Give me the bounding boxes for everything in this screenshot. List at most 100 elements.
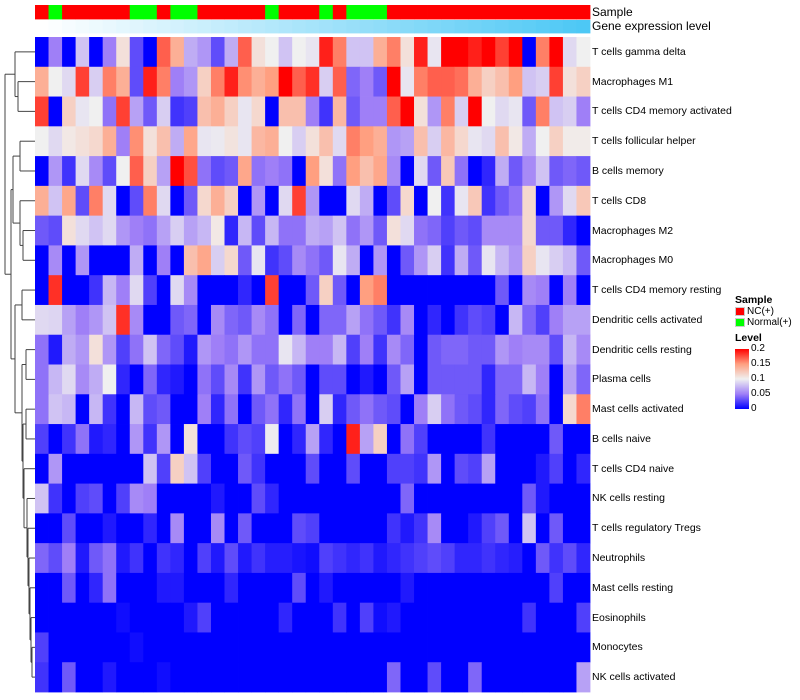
heatmap-cell <box>48 453 63 484</box>
heatmap-cell <box>319 215 334 246</box>
heatmap-cell <box>278 453 293 484</box>
heatmap-cell <box>75 304 90 336</box>
sample-annotation-cell <box>129 5 144 20</box>
heatmap-cell <box>386 215 401 246</box>
heatmap-cell <box>400 215 415 246</box>
heatmap-cell <box>576 394 591 425</box>
heatmap-cell <box>305 394 320 425</box>
heatmap-cell <box>265 156 280 187</box>
heatmap-cell <box>468 483 483 514</box>
heatmap-cell <box>481 185 496 217</box>
row-label: Dendritic cells resting <box>592 343 692 356</box>
heatmap-cell <box>535 126 550 157</box>
heatmap-cell <box>75 662 90 693</box>
heatmap-cell <box>89 66 104 97</box>
heatmap-cell <box>251 245 266 276</box>
sample-annotation-label: Sample <box>592 5 633 19</box>
heatmap-cell <box>48 364 63 395</box>
gene-expression-annotation-cell <box>62 20 77 34</box>
heatmap-cell <box>319 453 334 484</box>
legend-item-normal: Normal(+) <box>735 317 792 328</box>
heatmap-cell <box>414 453 428 484</box>
heatmap-cell <box>62 37 77 68</box>
heatmap-cell <box>373 215 388 246</box>
heatmap-cell <box>156 334 171 365</box>
gene-expression-annotation-cell <box>454 20 469 34</box>
heatmap-cell <box>278 424 293 455</box>
heatmap-cell <box>89 453 104 484</box>
heatmap-cell <box>535 662 550 693</box>
row-label: Mast cells activated <box>592 403 684 416</box>
heatmap-cell <box>170 66 185 97</box>
gene-expression-annotation-cell <box>197 20 212 34</box>
heatmap-cell <box>305 572 320 604</box>
heatmap-cell <box>576 37 591 68</box>
heatmap-cell <box>576 215 591 246</box>
sample-annotation-cell <box>251 5 266 20</box>
heatmap-cell <box>224 662 239 693</box>
heatmap-cell <box>48 632 63 663</box>
heatmap-cell <box>332 632 347 663</box>
heatmap-cell <box>495 424 510 455</box>
heatmap-cell <box>495 602 510 633</box>
heatmap-cell <box>197 245 212 276</box>
heatmap-cell <box>170 632 185 663</box>
heatmap-cell <box>359 37 374 68</box>
heatmap-cell <box>197 96 212 127</box>
heatmap-cell <box>535 424 550 455</box>
heatmap-cell <box>427 572 442 604</box>
heatmap-cell <box>359 543 374 574</box>
heatmap-cell <box>89 364 104 395</box>
heatmap-cell <box>129 245 144 276</box>
heatmap-cell <box>224 602 239 633</box>
heatmap-cell <box>549 572 564 604</box>
heatmap-cell <box>346 394 361 425</box>
heatmap-cell <box>522 275 537 306</box>
heatmap-cell <box>251 543 266 574</box>
heatmap-cell <box>441 662 456 693</box>
heatmap-cell <box>35 394 49 425</box>
heatmap-cell <box>129 275 144 306</box>
heatmap-cell <box>278 304 293 336</box>
heatmap-cell <box>116 185 131 217</box>
heatmap-cell <box>292 483 307 514</box>
heatmap-cell <box>508 126 523 157</box>
heatmap-cell <box>481 394 496 425</box>
heatmap-cell <box>197 156 212 187</box>
heatmap-cell <box>129 543 144 574</box>
heatmap-cell <box>319 245 334 276</box>
heatmap-cell <box>62 304 77 336</box>
row-label: T cells CD4 naive <box>592 462 675 475</box>
heatmap-cell <box>400 424 415 455</box>
heatmap-cell <box>332 662 347 693</box>
heatmap-cell <box>427 275 442 306</box>
heatmap-cell <box>400 513 415 544</box>
heatmap-cell <box>278 513 293 544</box>
heatmap-cell <box>332 304 347 336</box>
heatmap-cell <box>495 126 510 157</box>
sample-annotation-cell <box>508 5 523 20</box>
heatmap-cell <box>292 394 307 425</box>
heatmap-cell <box>319 126 334 157</box>
heatmap-cell <box>386 543 401 574</box>
heatmap-cell <box>373 37 388 68</box>
heatmap-cell <box>414 215 428 246</box>
heatmap-cell <box>278 126 293 157</box>
sample-annotation-cell <box>210 5 225 20</box>
heatmap-cell <box>305 96 320 127</box>
heatmap-cell <box>441 602 456 633</box>
heatmap-cell <box>89 424 104 455</box>
heatmap-cell <box>319 662 334 693</box>
heatmap-cell <box>170 364 185 395</box>
heatmap-cell <box>400 483 415 514</box>
heatmap-cell <box>495 275 510 306</box>
heatmap-cell <box>468 96 483 127</box>
heatmap-cell <box>143 245 158 276</box>
heatmap-cell <box>143 453 158 484</box>
gene-expression-annotation-cell <box>373 20 388 34</box>
heatmap-cell <box>251 126 266 157</box>
heatmap-cell <box>305 513 320 544</box>
heatmap-cell <box>129 513 144 544</box>
heatmap-cell <box>332 185 347 217</box>
heatmap-cell <box>224 394 239 425</box>
